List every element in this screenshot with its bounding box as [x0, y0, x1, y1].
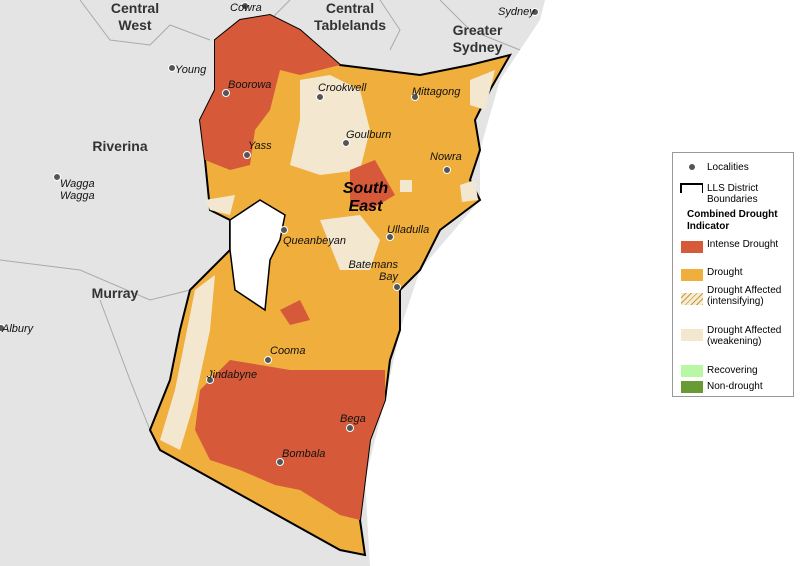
legend-item: Localities — [707, 162, 749, 173]
locality-label: Goulburn — [346, 129, 392, 141]
locality-label: Young — [175, 64, 207, 76]
locality-label: Bombala — [282, 448, 326, 460]
locality-label: Jindabyne — [207, 369, 258, 381]
locality-label: Cowra — [230, 2, 262, 14]
locality-dot — [316, 93, 324, 101]
locality-dot — [243, 151, 251, 159]
locality-dot — [53, 173, 61, 181]
locality-dot — [386, 233, 394, 241]
locality-label: Albury — [2, 323, 34, 335]
locality-dot — [346, 424, 354, 432]
locality-dot — [393, 283, 401, 291]
legend-item: Non-drought — [707, 381, 763, 392]
legend-item: Drought Affected (weakening) — [707, 325, 782, 347]
legend-item: LLS District Boundaries — [707, 183, 759, 205]
legend: Localities LLS District Boundaries Combi… — [672, 152, 794, 397]
legend-swatch — [681, 381, 703, 393]
locality-dot — [0, 324, 5, 332]
locality-label: Yass — [248, 140, 272, 152]
locality-label: Cooma — [270, 345, 306, 357]
locality-label: Ulladulla — [387, 224, 430, 236]
legend-swatch — [681, 293, 703, 305]
region-label: Murray — [91, 285, 139, 301]
legend-title: Combined Drought Indicator — [687, 209, 778, 232]
locality-label: Wagga Wagga — [60, 178, 95, 202]
region-label: Greater Sydney — [452, 22, 503, 55]
locality-label: Bega — [340, 413, 366, 425]
region-label: Central Tablelands — [313, 0, 387, 33]
locality-dot — [241, 2, 249, 10]
locality-dot — [342, 139, 350, 147]
legend-item: Drought — [707, 267, 743, 278]
legend-item: Drought Affected (intensifying) — [707, 285, 782, 307]
legend-swatch — [681, 269, 703, 281]
locality-label: Crookwell — [318, 82, 367, 94]
region-label: Riverina — [92, 138, 148, 154]
act — [229, 199, 286, 312]
locality-dot — [531, 8, 539, 16]
locality-dot — [411, 93, 419, 101]
locality-label: Mittagong — [412, 86, 461, 98]
region-label: Central West — [110, 0, 160, 33]
locality-dot — [280, 226, 288, 234]
locality-dot — [168, 64, 176, 72]
locality-label: Batemans Bay — [348, 259, 398, 283]
map — [0, 0, 668, 566]
legend-item: Intense Drought — [707, 239, 779, 250]
locality-dot — [206, 376, 214, 384]
legend-item: Recovering — [707, 365, 758, 376]
locality-label: Boorowa — [228, 79, 272, 91]
locality-dot — [264, 356, 272, 364]
legend-swatch — [681, 329, 703, 341]
locality-label: Nowra — [430, 151, 462, 163]
locality-dot — [222, 89, 230, 97]
locality-label: Sydney — [498, 6, 535, 18]
locality-dot — [276, 458, 284, 466]
legend-swatch — [681, 365, 703, 377]
locality-label: Queanbeyan — [283, 235, 346, 247]
legend-swatch — [681, 241, 703, 253]
locality-dot — [443, 166, 451, 174]
region-label: South East — [342, 180, 389, 215]
legend-symbols — [680, 164, 703, 193]
